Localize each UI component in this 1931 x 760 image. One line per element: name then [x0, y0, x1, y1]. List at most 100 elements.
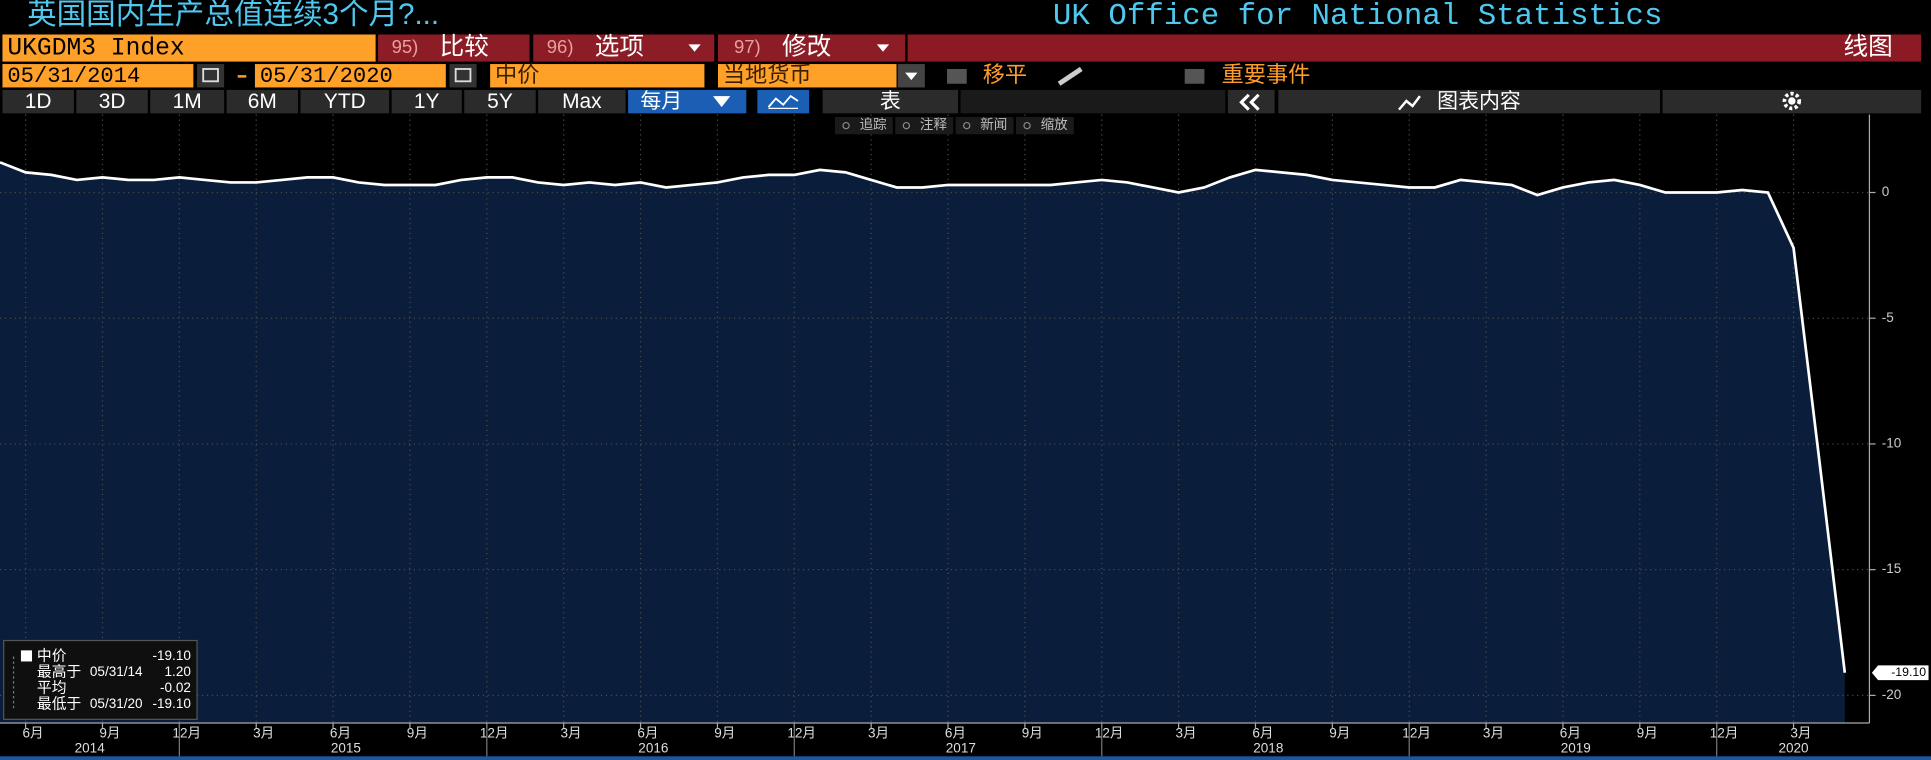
source: UK Office for National Statistics — [1053, 0, 1663, 34]
period-button[interactable] — [300, 89, 390, 114]
y-tick-label: -20 — [1882, 687, 1902, 702]
checkbox[interactable] — [947, 68, 967, 84]
button[interactable] — [717, 34, 906, 62]
button-num: 96) — [547, 36, 574, 57]
y-tick-label: -15 — [1882, 561, 1902, 576]
date-box[interactable] — [254, 64, 446, 88]
x-tick-label: 12月 — [480, 726, 509, 741]
ticker-box[interactable] — [2, 34, 376, 62]
line-chart-icon — [767, 94, 799, 108]
dropdown-arrow — [713, 96, 731, 108]
bottom-strip — [0, 756, 1931, 760]
calendar-button[interactable] — [197, 64, 225, 88]
field-box[interactable] — [490, 64, 705, 88]
collapse-icon — [1239, 93, 1250, 111]
button-label: 选项 — [595, 33, 644, 61]
period-button[interactable] — [538, 89, 626, 114]
tool-button[interactable] — [1015, 117, 1074, 135]
x-tick-label: 6月 — [330, 726, 351, 741]
button[interactable] — [378, 34, 530, 62]
x-tick-label: 6月 — [22, 726, 43, 741]
dropdown-arrow — [688, 44, 701, 52]
legend-last-value: -19.10 — [153, 648, 191, 663]
button[interactable] — [533, 34, 715, 62]
x-tick-label: 9月 — [1637, 726, 1658, 741]
y-tick-label: -10 — [1882, 436, 1902, 451]
area — [0, 162, 1845, 724]
tool-button[interactable] — [834, 117, 893, 135]
view-name: 线图 — [1844, 33, 1893, 61]
period-button[interactable] — [226, 89, 299, 114]
period-button[interactable] — [150, 89, 225, 114]
year-label: 2018 — [1253, 740, 1283, 755]
year-label: 2020 — [1778, 740, 1808, 755]
x-tick-label: 6月 — [1560, 726, 1581, 741]
line-chart-button[interactable] — [757, 89, 810, 114]
tool-button[interactable] — [955, 117, 1014, 135]
x-tick-label: 6月 — [1252, 726, 1273, 741]
period-button[interactable] — [464, 89, 536, 114]
stat-value: 1.20 — [165, 664, 191, 679]
year-label: 2014 — [75, 740, 106, 755]
period-label: 1D — [25, 90, 52, 113]
chart-tools: 追踪 注释 新闻 缩放 — [834, 117, 1074, 135]
tool-button[interactable] — [895, 117, 954, 135]
button-label: 比较 — [440, 33, 489, 61]
last-value-label: -19.10 — [1891, 665, 1926, 679]
period-label: Max — [562, 90, 602, 113]
period-label: 1Y — [414, 90, 440, 113]
plot-area — [0, 114, 1870, 724]
ticker: UKGDM3 Index — [7, 35, 184, 63]
button-label: 修改 — [782, 33, 831, 61]
x-tick-label: 3月 — [1790, 726, 1811, 741]
x-tick-label: 6月 — [637, 726, 658, 741]
year-label: 2019 — [1561, 740, 1591, 755]
end-date: 05/31/2020 — [260, 64, 393, 89]
period-button[interactable] — [2, 89, 74, 114]
tool-icon — [1023, 121, 1031, 130]
x-tick-label: 3月 — [561, 726, 582, 741]
year-label: 2016 — [638, 740, 668, 755]
chart-title: 英国国内生产总值连续3个月?... — [27, 0, 439, 31]
tool-label: 追踪 — [860, 117, 888, 132]
period-button[interactable] — [76, 89, 148, 114]
currency: 当地货币 — [723, 62, 812, 87]
stat-date: 05/31/14 — [90, 664, 143, 679]
pencil-icon[interactable] — [1057, 66, 1083, 86]
tool-label: 新闻 — [980, 117, 1007, 132]
tool-label: 缩放 — [1041, 117, 1069, 132]
date-box[interactable] — [2, 64, 194, 88]
calendar-button[interactable] — [449, 64, 477, 88]
x-tick-label: 3月 — [1483, 726, 1504, 741]
gear-icon — [1782, 91, 1802, 111]
y-tick-label: 0 — [1882, 184, 1890, 199]
button-num: 97) — [734, 36, 761, 57]
table-button[interactable] — [822, 89, 959, 114]
checkbox[interactable] — [1184, 68, 1205, 84]
legend-stats: 最高于 05/31/14 1.20 平均 -0.02 最低于 05/31/20 -19.10 — [37, 663, 191, 712]
period-label: 3D — [99, 90, 126, 113]
x-tick-label: 12月 — [172, 726, 201, 741]
stat-label: 最高于 — [37, 663, 81, 680]
period-label: 1M — [173, 90, 202, 113]
period-button[interactable] — [391, 89, 462, 114]
x-tick-label: 3月 — [253, 726, 274, 741]
period-label: YTD — [324, 90, 366, 113]
frequency-button[interactable] — [628, 89, 747, 114]
x-tick-label: 12月 — [1095, 726, 1124, 741]
x-tick-label: 12月 — [1402, 726, 1431, 741]
collapse-icon — [1249, 93, 1260, 111]
x-tick-label: 9月 — [1022, 726, 1043, 741]
stat-value: -0.02 — [160, 680, 191, 695]
stat-value: -19.10 — [153, 696, 191, 711]
stat-label: 最低于 — [37, 695, 81, 712]
last-value-flag — [1871, 665, 1929, 681]
start-date: 05/31/2014 — [7, 64, 140, 89]
title-bar — [907, 34, 1922, 62]
content-button[interactable] — [1278, 89, 1661, 114]
currency-box[interactable] — [717, 64, 897, 88]
x-tick-label: 12月 — [787, 726, 816, 741]
x-tick-label: 3月 — [1175, 726, 1196, 741]
x-tick-label: 6月 — [945, 726, 966, 741]
